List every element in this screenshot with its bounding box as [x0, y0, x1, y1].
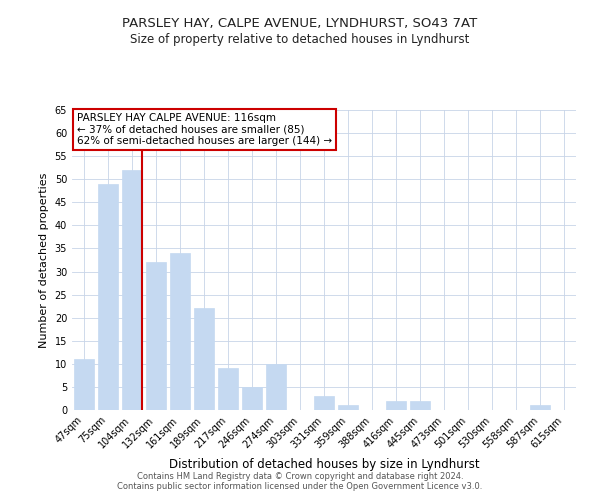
Bar — [194, 308, 214, 410]
Bar — [170, 253, 190, 410]
Bar — [314, 396, 334, 410]
Text: Contains HM Land Registry data © Crown copyright and database right 2024.: Contains HM Land Registry data © Crown c… — [137, 472, 463, 481]
Text: Size of property relative to detached houses in Lyndhurst: Size of property relative to detached ho… — [130, 32, 470, 46]
Bar — [122, 170, 142, 410]
Text: PARSLEY HAY CALPE AVENUE: 116sqm
← 37% of detached houses are smaller (85)
62% o: PARSLEY HAY CALPE AVENUE: 116sqm ← 37% o… — [77, 113, 332, 146]
Bar — [410, 401, 430, 410]
Text: Contains public sector information licensed under the Open Government Licence v3: Contains public sector information licen… — [118, 482, 482, 491]
Text: PARSLEY HAY, CALPE AVENUE, LYNDHURST, SO43 7AT: PARSLEY HAY, CALPE AVENUE, LYNDHURST, SO… — [122, 18, 478, 30]
Bar — [266, 364, 286, 410]
Bar — [218, 368, 238, 410]
Bar — [98, 184, 118, 410]
Y-axis label: Number of detached properties: Number of detached properties — [39, 172, 49, 348]
Bar — [74, 359, 94, 410]
Bar — [146, 262, 166, 410]
Bar — [386, 401, 406, 410]
Bar — [530, 406, 550, 410]
Bar — [338, 406, 358, 410]
X-axis label: Distribution of detached houses by size in Lyndhurst: Distribution of detached houses by size … — [169, 458, 479, 471]
Bar — [242, 387, 262, 410]
